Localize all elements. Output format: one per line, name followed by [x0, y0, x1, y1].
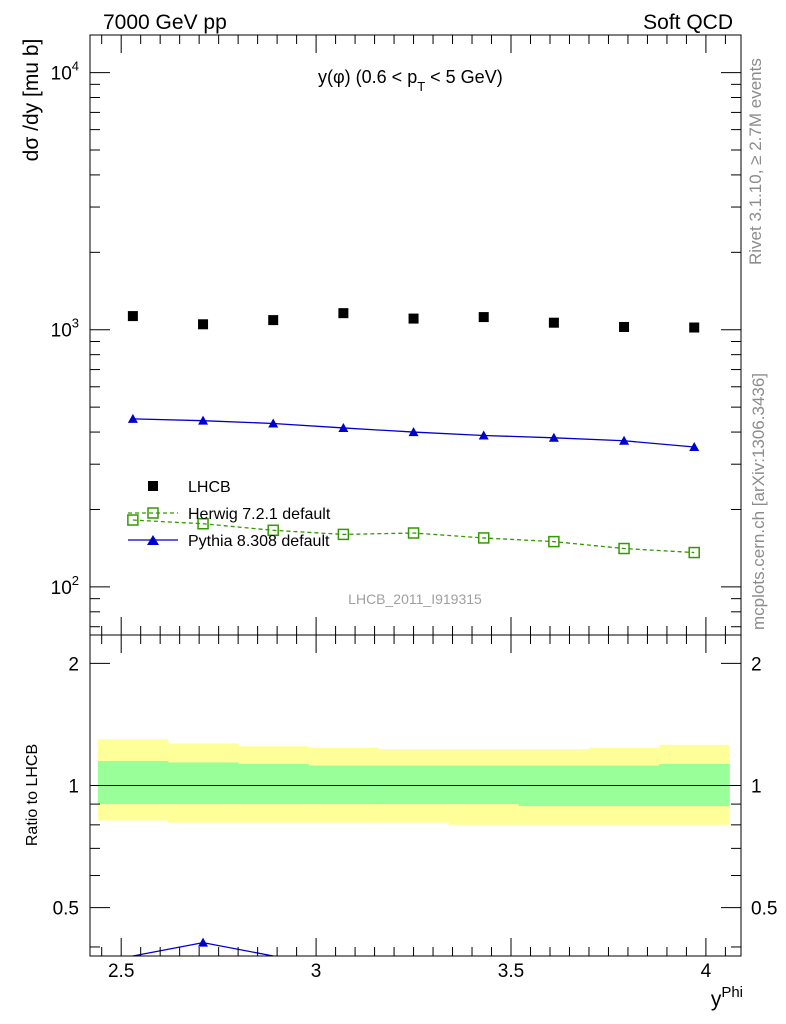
- ratio-ytick-label-left: 0.5: [53, 899, 79, 920]
- main-ticks: [90, 35, 741, 635]
- herwig-point: [197, 518, 209, 530]
- legend-marker-herwig: [147, 507, 159, 519]
- main-title-sub: T: [417, 79, 425, 94]
- main-series: [127, 308, 700, 559]
- ytick-exp: 4: [72, 59, 79, 74]
- herwig-point: [477, 532, 490, 544]
- header-left: 7000 GeV pp: [103, 11, 227, 34]
- lhcb-point: [338, 308, 349, 319]
- herwig-point: [407, 527, 420, 539]
- ytick-exp: 2: [72, 573, 79, 588]
- ratio-ytick-label-right: 0.5: [751, 899, 777, 920]
- main-ytick-label: 104: [51, 59, 79, 85]
- legend: LHCB Herwig 7.2.1 default Pythia 8.308 d…: [128, 479, 331, 550]
- pythia-point: [689, 441, 700, 451]
- ratio-xlabel-base: y: [711, 988, 722, 1011]
- main-title-tail: < 5 GeV): [425, 67, 503, 87]
- herwig-point: [337, 528, 350, 541]
- legend-label-herwig: Herwig 7.2.1 default: [188, 506, 331, 523]
- ratio-band-green: [167, 762, 239, 805]
- main-title: y(φ) (0.6 < pT < 5 GeV): [318, 67, 503, 94]
- main-ytick-label: 102: [51, 573, 79, 599]
- pythia-point: [478, 430, 489, 440]
- ratio-ytick-label-left: 1: [68, 777, 79, 798]
- pythia-ratio-point: [198, 937, 209, 947]
- ratio-xlabel-sup: Phi: [721, 984, 743, 1001]
- main-ytick-label: 103: [51, 316, 79, 342]
- lhcb-point: [619, 321, 630, 332]
- ytick-base: 10: [51, 64, 72, 85]
- ytick-base: 10: [51, 321, 72, 342]
- ratio-band-green: [378, 765, 450, 805]
- lhcb-point: [478, 312, 489, 323]
- herwig-point: [267, 524, 279, 537]
- ratio-xtick-labels: 2.5 3 3.5 4: [108, 961, 712, 982]
- ratio-band-green: [448, 765, 520, 805]
- herwig-line: [132, 519, 695, 554]
- ratio-xtick-label: 3.5: [498, 961, 524, 982]
- ytick-base: 10: [51, 578, 72, 599]
- legend-marker-pythia: [147, 535, 159, 545]
- watermark: LHCB_2011_I919315: [348, 591, 482, 607]
- rivet-label: Rivet 3.1.10, ≥ 2.7M events: [746, 58, 765, 265]
- ratio-ytick-labels: 0.5 0.5 1 1 2 2: [53, 654, 778, 919]
- lhcb-point: [408, 313, 419, 324]
- pythia-point: [548, 432, 559, 442]
- ratio-xtick-label: 2.5: [108, 961, 134, 982]
- ratio-ylabel: Ratio to LHCB: [24, 744, 41, 846]
- ratio-ytick-label-right: 1: [751, 777, 762, 798]
- ratio-xtick-label: 4: [701, 961, 712, 982]
- legend-label-lhcb: LHCB: [188, 479, 231, 496]
- ratio-band-green: [97, 760, 169, 805]
- pythia-point: [338, 422, 349, 432]
- pythia-point: [198, 415, 209, 425]
- herwig-point: [688, 546, 700, 559]
- ratio-bands: [97, 739, 730, 825]
- pythia-point: [127, 413, 138, 423]
- legend-marker-lhcb: [148, 481, 158, 491]
- ratio-ticks: [90, 635, 741, 956]
- ratio-ytick-label-left: 2: [68, 654, 79, 675]
- lhcb-point: [127, 311, 138, 322]
- pythia-point: [268, 418, 279, 428]
- herwig-point: [548, 535, 560, 548]
- ratio-ytick-label-right: 2: [751, 654, 762, 675]
- ratio-plot: 0.5 0.5 1 1 2 2 2.5 3 3.5 4 Ratio to LHCB yPhi: [24, 634, 778, 1011]
- mcplots-label: mcplots.cern.ch [arXiv:1306.3436]: [749, 373, 768, 630]
- herwig-point: [127, 514, 139, 526]
- lhcb-point: [268, 315, 279, 326]
- herwig-point: [618, 542, 630, 555]
- ratio-band-green: [308, 765, 379, 805]
- main-ylabel: dσ /dy [mu b]: [20, 39, 43, 162]
- ratio-xtick-label: 3: [311, 961, 322, 982]
- lhcb-point: [689, 322, 700, 333]
- ytick-exp: 3: [72, 316, 79, 331]
- lhcb-point: [198, 319, 209, 330]
- main-title-text: y(φ) (0.6 < p: [318, 67, 417, 87]
- lhcb-point: [548, 317, 559, 328]
- ratio-band-green: [659, 763, 730, 807]
- header-right: Soft QCD: [643, 11, 733, 34]
- legend-label-pythia: Pythia 8.308 default: [188, 533, 330, 550]
- ratio-band-green: [238, 763, 309, 805]
- ratio-xlabel: yPhi: [711, 984, 743, 1011]
- ratio-series: [132, 937, 274, 957]
- pythia-point: [619, 435, 630, 445]
- ratio-plot-frame: [89, 634, 742, 957]
- pythia-point: [408, 427, 419, 437]
